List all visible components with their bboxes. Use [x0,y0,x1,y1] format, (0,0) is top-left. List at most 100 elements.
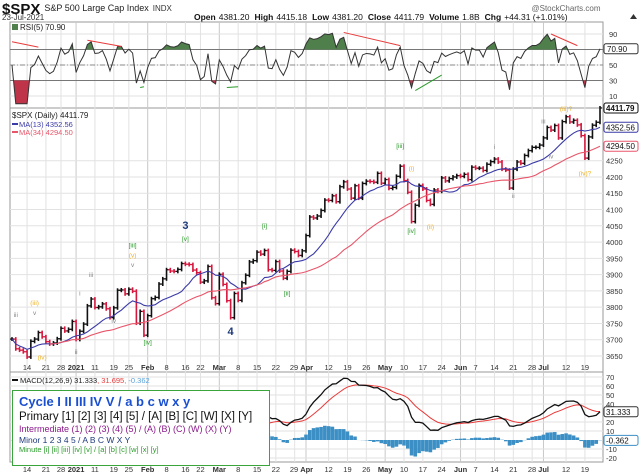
x-tick-label: 12 [562,363,570,372]
wave-label: ii [75,349,78,356]
price-tick-label: 4150 [606,189,623,198]
price-bar [247,259,252,278]
macd-tick-label: 60 [606,382,614,391]
price-bar [149,296,154,318]
ma34-label: MA(34) 4294.50 [19,128,73,137]
price-bar [398,164,403,179]
price-bar [236,291,241,303]
macd-histogram-bar [534,436,538,440]
price-bar [119,287,124,293]
macd-histogram-bar [281,440,286,443]
macd-histogram-bar [432,440,436,450]
ma13-line [11,126,601,350]
price-bar [160,276,165,287]
x-tick-label: 2021 [68,465,85,474]
price-bar [413,203,418,224]
price-bar [337,184,342,204]
price-bar [364,179,369,186]
wave-label: 4 [228,326,235,338]
macd-label: MACD(12,26,9) 31.333, 31.695, -0.362 [20,376,150,385]
x-tick-label: 14 [490,363,498,372]
price-bar [164,267,169,281]
wave-label: (iii) [30,300,39,307]
price-bar [526,148,531,158]
macd-histogram-bar [503,440,508,442]
price-bar [541,135,546,148]
price-tick-label: 4100 [606,206,623,215]
price-bar [209,264,214,300]
price-bar [386,177,391,191]
price-bar [190,262,195,273]
wave-label: [v] [182,236,189,243]
open-label: Open [194,12,216,22]
macd-histogram-bar [594,440,599,444]
chg-value: +44.31 (+1.01%) [504,12,567,22]
price-bar [590,123,595,139]
x-tick-label: 16 [181,465,189,474]
macd-histogram-bar [519,440,523,443]
x-tick-label: 21 [509,363,517,372]
wave-label: v [33,310,37,317]
x-tick-label: Apr [300,363,313,372]
macd-histogram-bar [515,440,519,444]
price-bar [92,297,97,310]
wave-label: (iv)? [579,170,592,177]
macd-hist-value: -0.362 [606,436,629,445]
x-tick-label: 29 [290,465,298,474]
x-tick-label: Feb [141,465,155,474]
price-bar [515,160,520,172]
price-bar [492,157,497,164]
price-bar [300,248,305,258]
price-bar [496,157,501,164]
macd-histogram-bar [485,437,489,440]
macd-histogram-bar [583,440,587,448]
macd-histogram-bar [545,432,550,440]
rsi-tick-label: 90 [609,30,617,39]
price-bar [115,288,120,310]
price-bar [564,114,569,124]
x-tick-label: 10 [400,363,408,372]
close-value: 4411.79 [606,104,635,113]
price-bar [594,120,599,128]
x-tick-label: 19 [581,363,589,372]
price-bar [194,268,199,275]
price-bar [379,171,384,186]
x-tick-label: 8 [164,465,168,474]
macd-tick-label: 40 [606,400,614,409]
wave-label: 3 [182,220,188,232]
macd-histogram-bar [560,434,565,440]
x-tick-label: 22 [272,465,280,474]
macd-histogram-bar [300,437,305,440]
macd-histogram-bar [270,436,274,440]
x-tick-label: Jul [538,363,549,372]
x-tick-label: May [378,465,393,474]
price-bar [251,258,256,264]
macd-histogram-bar [568,434,572,440]
macd-histogram-bar [549,432,553,440]
macd-histogram-bar [307,430,312,440]
x-tick-label: 8 [236,465,240,474]
price-bar [243,273,248,285]
price-bar [375,171,380,185]
price-bar [40,330,45,339]
x-tick-label: 14 [23,363,31,372]
price-bar [123,287,128,296]
price-bar [266,248,271,272]
macd-histogram-bar [353,436,357,440]
price-bar [25,349,30,359]
price-bar [206,264,210,283]
price-bar [66,327,71,333]
axes: 14142121282820212021111119192525FebFeb88… [23,30,623,474]
x-tick-label: Feb [141,363,155,372]
price-bar [59,326,63,341]
legend-intermediate: Intermediate (1) (2) (3) (4) (5) / (A) (… [19,423,232,434]
price-bar [281,269,286,281]
price-bar [255,250,259,263]
x-tick-label: Jun [454,465,468,474]
price-bar [571,118,576,124]
price-bar [360,181,365,201]
macd-histogram-bar [304,434,308,440]
x-tick-label: 7 [474,465,478,474]
macd-histogram-bar [575,437,580,440]
wave-label: [iii] [396,143,404,150]
